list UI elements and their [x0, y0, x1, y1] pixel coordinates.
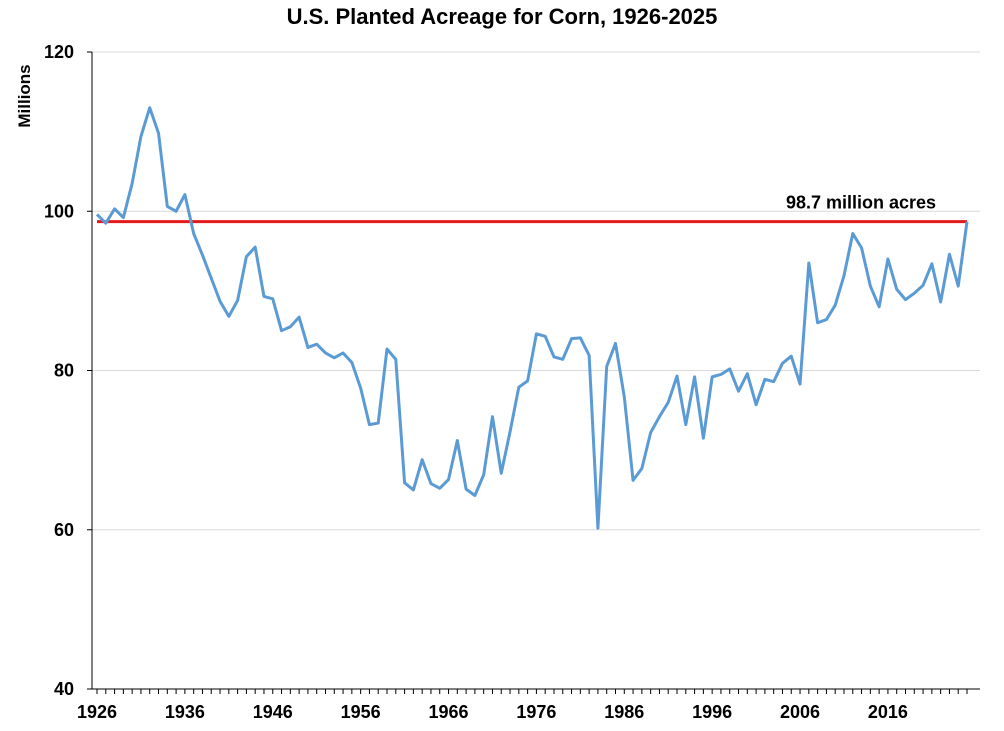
y-axis-label: Millions: [15, 64, 34, 127]
x-tick-label: 1956: [341, 702, 381, 722]
x-tick-label: 1926: [77, 702, 117, 722]
gridlines: [92, 51, 980, 531]
x-tick-label: 2016: [868, 702, 908, 722]
chart-title: U.S. Planted Acreage for Corn, 1926-2025: [287, 4, 718, 29]
x-tick-label: 1936: [165, 702, 205, 722]
y-tick-label: 100: [44, 201, 74, 221]
x-tick-label: 1996: [692, 702, 732, 722]
x-tick-label: 1946: [253, 702, 293, 722]
y-tick-label: 60: [54, 520, 74, 540]
y-tick-label: 40: [54, 679, 74, 699]
series-line: [95, 106, 969, 530]
x-tick-label: 1976: [516, 702, 556, 722]
x-tick-label: 1986: [604, 702, 644, 722]
series-group: [95, 106, 969, 530]
reference-line-label: 98.7 million acres: [786, 193, 936, 213]
x-tick-label: 2006: [780, 702, 820, 722]
reference-line-group: 98.7 million acres: [97, 193, 968, 224]
y-tick-label: 120: [44, 42, 74, 62]
x-tick-label: 1966: [428, 702, 468, 722]
y-tick-label: 80: [54, 361, 74, 381]
ticks: 40 60 80 100 120 1926 1936 1946 1956 1966 1976 1986…: [44, 42, 968, 722]
